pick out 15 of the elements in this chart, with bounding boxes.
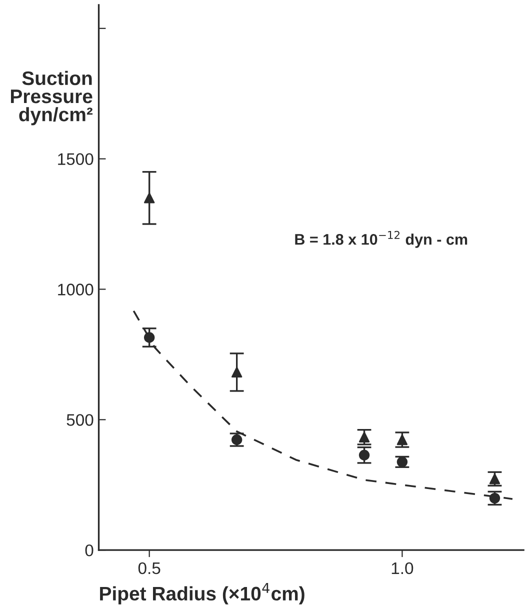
- x-axis-title: Pipet Radius (×10$^{4}$cm): [100, 582, 304, 604]
- point: [144, 332, 155, 343]
- point: [231, 366, 242, 378]
- point: [144, 192, 155, 204]
- y-tick-label: 1000: [58, 284, 94, 296]
- y-tick-label: 500: [66, 414, 94, 426]
- y-tick-label: 1500: [58, 153, 94, 166]
- x-tick-label: 1.0: [392, 562, 414, 574]
- x-tick-label: 0.5: [138, 562, 160, 574]
- point: [358, 450, 370, 460]
- point: [231, 434, 242, 446]
- annotation: B = 1.8 x 10$^{−12}$ dyn - cm: [295, 230, 468, 248]
- point: [396, 456, 408, 468]
- y-tick-label: 0: [85, 544, 94, 556]
- y-axis-title: Suction Pressure dyn/cm²: [10, 70, 93, 126]
